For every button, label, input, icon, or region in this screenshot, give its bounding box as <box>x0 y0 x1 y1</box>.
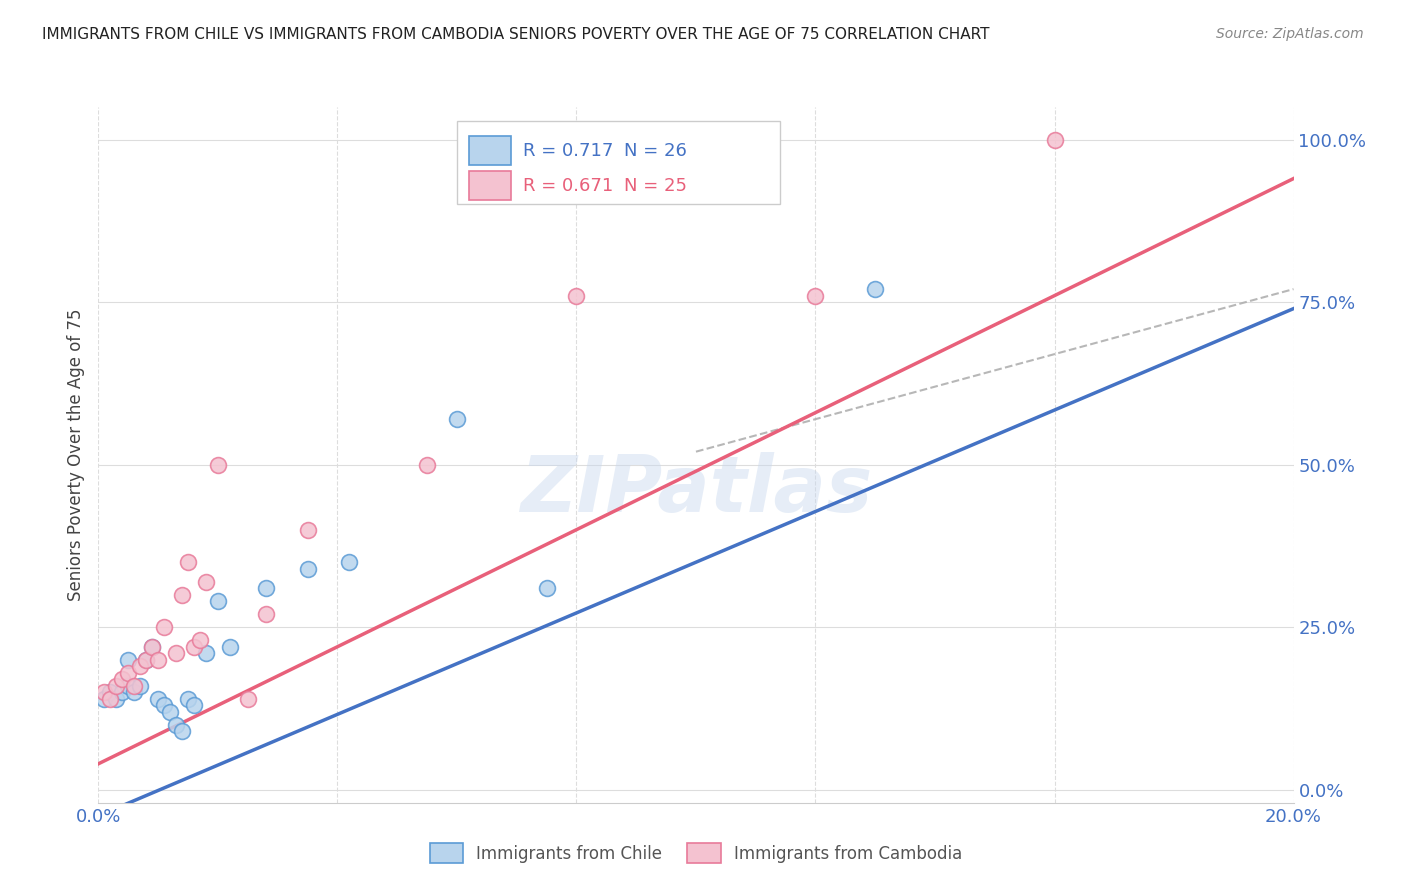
Point <box>565 288 588 302</box>
Point <box>159 705 181 719</box>
Point <box>135 653 157 667</box>
Point <box>93 685 115 699</box>
Point <box>98 691 122 706</box>
Text: N = 25: N = 25 <box>624 177 688 194</box>
Point <box>297 562 319 576</box>
Point <box>124 685 146 699</box>
FancyBboxPatch shape <box>457 121 779 204</box>
Point <box>105 679 128 693</box>
Point <box>207 458 229 472</box>
Point <box>148 653 170 667</box>
Point <box>416 458 439 472</box>
Point <box>117 653 139 667</box>
Text: R = 0.671: R = 0.671 <box>523 177 613 194</box>
Point <box>536 581 558 595</box>
Text: R = 0.717: R = 0.717 <box>523 142 613 160</box>
Point <box>172 724 194 739</box>
Point <box>446 412 468 426</box>
Point <box>1043 132 1066 146</box>
Text: Source: ZipAtlas.com: Source: ZipAtlas.com <box>1216 27 1364 41</box>
Point <box>135 653 157 667</box>
Point <box>117 665 139 680</box>
Point <box>105 691 128 706</box>
Point <box>219 640 242 654</box>
Point <box>141 640 163 654</box>
Point <box>93 691 115 706</box>
Point <box>98 685 122 699</box>
Text: N = 26: N = 26 <box>624 142 688 160</box>
Point <box>129 679 152 693</box>
Point <box>297 523 319 537</box>
Point <box>339 555 360 569</box>
Point <box>111 685 134 699</box>
Point <box>183 698 205 713</box>
Point <box>254 581 277 595</box>
Point <box>111 672 134 686</box>
Point <box>865 282 887 296</box>
Point <box>165 646 187 660</box>
Y-axis label: Seniors Poverty Over the Age of 75: Seniors Poverty Over the Age of 75 <box>66 309 84 601</box>
Point <box>207 594 229 608</box>
Point <box>129 659 152 673</box>
Legend: Immigrants from Chile, Immigrants from Cambodia: Immigrants from Chile, Immigrants from C… <box>422 835 970 871</box>
Point <box>804 288 827 302</box>
Point <box>117 679 139 693</box>
Point <box>148 691 170 706</box>
Point <box>153 620 176 634</box>
Point <box>124 679 146 693</box>
Point <box>188 633 211 648</box>
Point <box>183 640 205 654</box>
FancyBboxPatch shape <box>470 171 510 201</box>
Text: IMMIGRANTS FROM CHILE VS IMMIGRANTS FROM CAMBODIA SENIORS POVERTY OVER THE AGE O: IMMIGRANTS FROM CHILE VS IMMIGRANTS FROM… <box>42 27 990 42</box>
FancyBboxPatch shape <box>470 136 510 166</box>
Point <box>177 691 200 706</box>
Point <box>172 588 194 602</box>
Point <box>177 555 200 569</box>
Point <box>141 640 163 654</box>
Point <box>153 698 176 713</box>
Point <box>254 607 277 622</box>
Text: ZIPatlas: ZIPatlas <box>520 451 872 528</box>
Point <box>194 646 218 660</box>
Point <box>236 691 259 706</box>
Point <box>165 718 187 732</box>
Point <box>194 574 218 589</box>
